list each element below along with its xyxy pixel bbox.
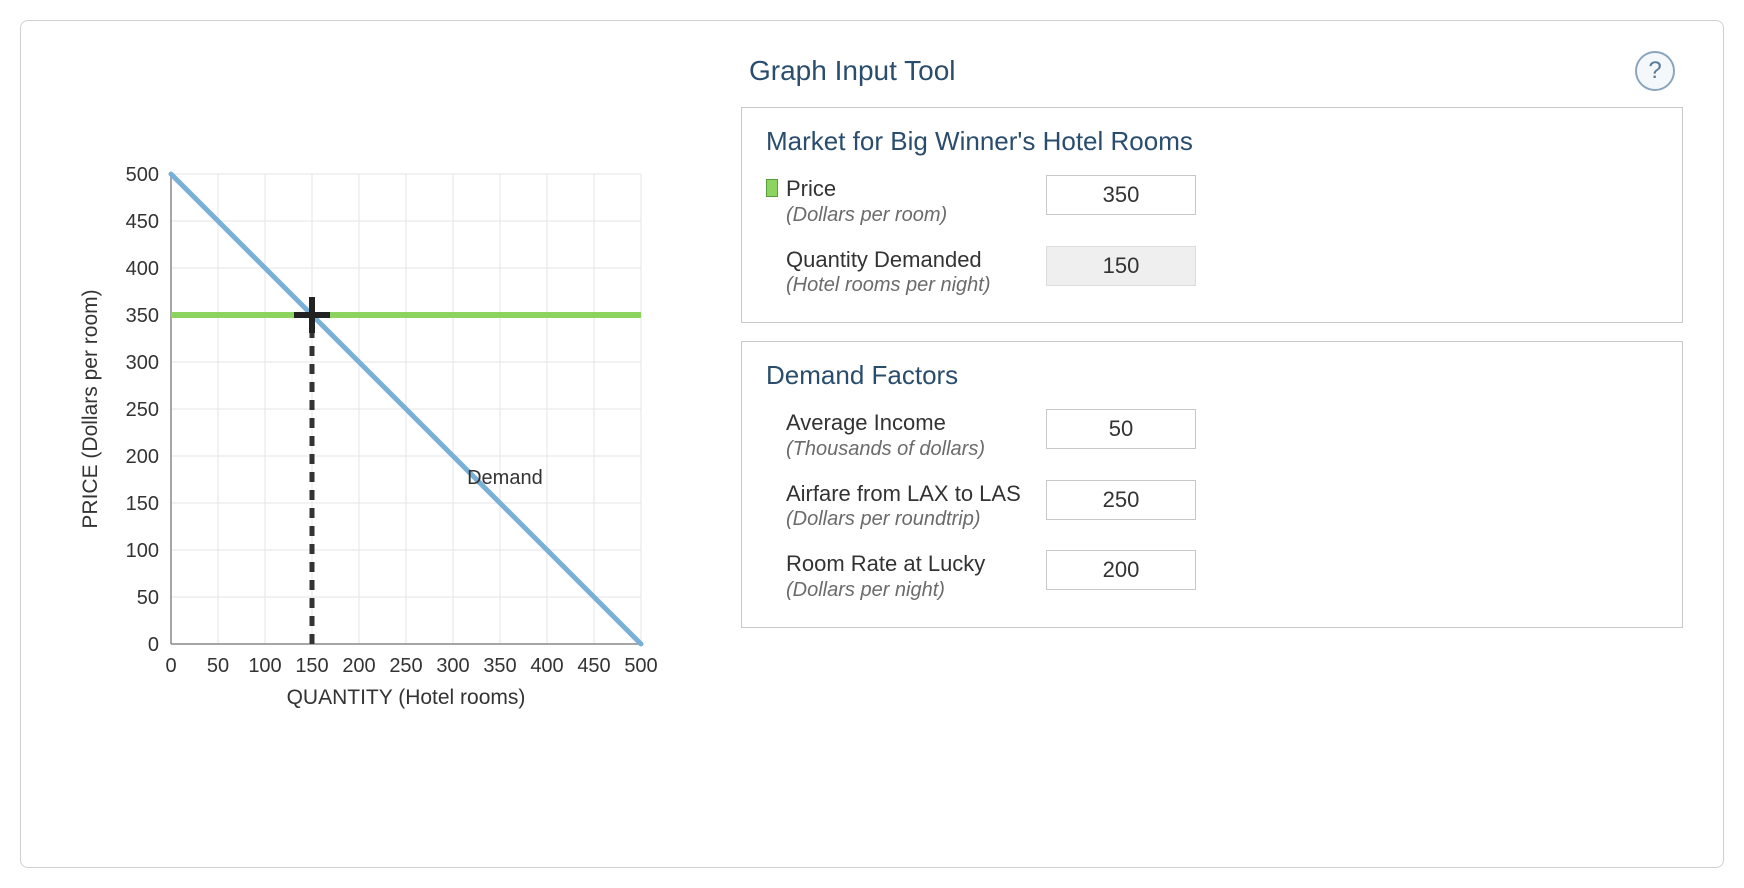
- quantity-output: [1046, 246, 1196, 286]
- svg-text:350: 350: [483, 655, 516, 677]
- income-row: Average Income (Thousands of dollars): [766, 409, 1658, 462]
- roomrate-row: Room Rate at Lucky (Dollars per night): [766, 550, 1658, 603]
- quantity-label-wrap: Quantity Demanded (Hotel rooms per night…: [766, 246, 1026, 299]
- svg-text:500: 500: [126, 164, 159, 186]
- demand-chart[interactable]: Demand 0 50 100 150 200 250 300 350 400 450 500 0 50 1…: [61, 134, 681, 754]
- svg-text:350: 350: [126, 305, 159, 327]
- svg-text:400: 400: [530, 655, 563, 677]
- price-input[interactable]: [1046, 175, 1196, 215]
- svg-text:450: 450: [577, 655, 610, 677]
- svg-text:Demand: Demand: [467, 467, 543, 489]
- svg-text:400: 400: [126, 258, 159, 280]
- airfare-label-block: Airfare from LAX to LAS (Dollars per rou…: [786, 480, 1021, 533]
- price-label: Price: [786, 175, 947, 203]
- controls-panel: Graph Input Tool ? Market for Big Winner…: [741, 51, 1683, 837]
- tool-title: Graph Input Tool: [749, 55, 956, 87]
- svg-text:0: 0: [165, 655, 176, 677]
- income-sublabel: (Thousands of dollars): [786, 437, 985, 462]
- svg-text:200: 200: [126, 446, 159, 468]
- quantity-sublabel: (Hotel rooms per night): [786, 273, 991, 298]
- svg-text:100: 100: [126, 540, 159, 562]
- airfare-row: Airfare from LAX to LAS (Dollars per rou…: [766, 480, 1658, 533]
- income-label: Average Income: [786, 409, 985, 437]
- income-label-block: Average Income (Thousands of dollars): [786, 409, 985, 462]
- market-section: Market for Big Winner's Hotel Rooms Pric…: [741, 107, 1683, 323]
- income-input[interactable]: [1046, 409, 1196, 449]
- chart-panel: Demand 0 50 100 150 200 250 300 350 400 450 500 0 50 1…: [61, 51, 681, 837]
- price-label-wrap: Price (Dollars per room): [766, 175, 1026, 228]
- airfare-label: Airfare from LAX to LAS: [786, 480, 1021, 508]
- svg-text:QUANTITY (Hotel rooms): QUANTITY (Hotel rooms): [287, 686, 526, 709]
- svg-text:300: 300: [126, 352, 159, 374]
- airfare-label-wrap: Airfare from LAX to LAS (Dollars per rou…: [766, 480, 1026, 533]
- price-row: Price (Dollars per room): [766, 175, 1658, 228]
- quantity-label-block: Quantity Demanded (Hotel rooms per night…: [786, 246, 991, 299]
- help-button[interactable]: ?: [1635, 51, 1675, 91]
- roomrate-input[interactable]: [1046, 550, 1196, 590]
- price-swatch-icon: [766, 179, 778, 197]
- demand-section-title: Demand Factors: [766, 360, 1658, 391]
- svg-text:100: 100: [248, 655, 281, 677]
- quantity-row: Quantity Demanded (Hotel rooms per night…: [766, 246, 1658, 299]
- svg-text:150: 150: [126, 493, 159, 515]
- svg-text:250: 250: [389, 655, 422, 677]
- svg-text:50: 50: [207, 655, 229, 677]
- app-container: Demand 0 50 100 150 200 250 300 350 400 450 500 0 50 1…: [20, 20, 1724, 868]
- roomrate-label-block: Room Rate at Lucky (Dollars per night): [786, 550, 985, 603]
- price-label-block: Price (Dollars per room): [786, 175, 947, 228]
- svg-text:450: 450: [126, 211, 159, 233]
- airfare-input[interactable]: [1046, 480, 1196, 520]
- svg-text:500: 500: [624, 655, 657, 677]
- svg-text:250: 250: [126, 399, 159, 421]
- price-sublabel: (Dollars per room): [786, 203, 947, 228]
- demand-factors-section: Demand Factors Average Income (Thousands…: [741, 341, 1683, 628]
- svg-text:0: 0: [148, 634, 159, 656]
- roomrate-sublabel: (Dollars per night): [786, 578, 985, 603]
- svg-text:150: 150: [295, 655, 328, 677]
- tool-header: Graph Input Tool ?: [741, 51, 1683, 91]
- quantity-label: Quantity Demanded: [786, 246, 991, 274]
- income-label-wrap: Average Income (Thousands of dollars): [766, 409, 1026, 462]
- roomrate-label: Room Rate at Lucky: [786, 550, 985, 578]
- airfare-sublabel: (Dollars per roundtrip): [786, 507, 1021, 532]
- svg-text:PRICE (Dollars per room): PRICE (Dollars per room): [79, 289, 102, 528]
- roomrate-label-wrap: Room Rate at Lucky (Dollars per night): [766, 550, 1026, 603]
- svg-text:200: 200: [342, 655, 375, 677]
- svg-text:50: 50: [137, 587, 159, 609]
- market-section-title: Market for Big Winner's Hotel Rooms: [766, 126, 1658, 157]
- svg-text:300: 300: [436, 655, 469, 677]
